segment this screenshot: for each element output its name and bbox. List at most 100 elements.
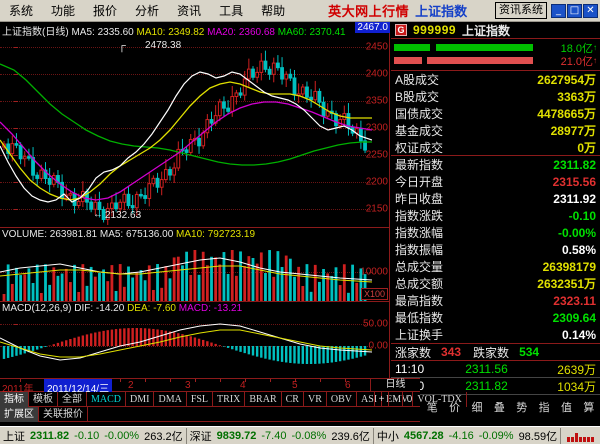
quote-row-6: 今日开盘 2315.56 (391, 173, 600, 190)
indicator-button-obv[interactable]: OBV (327, 391, 357, 407)
dif-value: -14.20 (95, 303, 125, 314)
menu-item-system[interactable]: 系统 (9, 3, 34, 18)
quote-row-9: 指数涨幅 -0.00% (391, 224, 600, 241)
menu-item-news[interactable]: 资讯 (177, 3, 202, 18)
indicator-button-dmi[interactable]: DMI (126, 391, 155, 407)
indicator-button-trix[interactable]: TRIX (213, 391, 246, 407)
quote-row-value-0: 2627954万 (537, 73, 596, 87)
extension-button-1[interactable]: 关联报价 (39, 406, 88, 422)
indicator-button-vr[interactable]: VR (304, 391, 327, 407)
status-group-shenzhen[interactable]: 深证 9839.72 -7.40 -0.08% 239.6亿 (187, 427, 374, 444)
right-function-button-5[interactable]: 指 (538, 402, 550, 414)
indicator-button-cr[interactable]: CR (282, 391, 304, 407)
macd-pane[interactable]: MACD(12,26,9) DIF: -14.20 DEA: -7.60 MAC… (0, 302, 390, 378)
status-value-0: 2311.82 (30, 429, 70, 442)
sell-arrow-icon: ↑ (593, 56, 597, 65)
low-annotation-arrow: ← (93, 209, 103, 220)
minimize-icon[interactable]: _ (551, 3, 566, 18)
indicator-button--[interactable]: 全部 (58, 391, 87, 407)
zoom-in-button[interactable]: + (374, 392, 388, 407)
right-function-button-1[interactable]: 价 (449, 402, 461, 414)
right-function-button-2[interactable]: 细 (471, 402, 483, 414)
reset-zoom-button[interactable]: 0 (402, 392, 416, 407)
menu-item-analysis[interactable]: 分析 (135, 3, 160, 18)
right-function-button-4[interactable]: 势 (516, 402, 528, 414)
close-icon[interactable]: ✕ (583, 3, 598, 18)
indicator-button-fsl[interactable]: FSL (187, 391, 214, 407)
ma60-line (0, 63, 372, 166)
menu-item-quotes[interactable]: 报价 (93, 3, 118, 18)
quote-row-label-8: 指数涨跌 (395, 209, 444, 223)
quote-row-11: 总成交量 26398179 (391, 258, 600, 275)
tick-price-1: 2311.82 (465, 379, 508, 393)
decliners-value: 534 (519, 345, 540, 359)
indicator-button-brar[interactable]: BRAR (245, 391, 282, 407)
maximize-icon[interactable]: □ (567, 3, 582, 18)
sell-bar-track (394, 57, 533, 64)
indicator-button-vol-tdx[interactable]: VOL-TDX (413, 391, 467, 407)
indicator-button-macd[interactable]: MACD (87, 391, 127, 407)
news-system-button[interactable]: 资讯系统 (495, 2, 547, 19)
menu-item-function[interactable]: 功能 (51, 3, 76, 18)
indicator-button-asi[interactable]: ASI (357, 391, 383, 407)
quote-row-value-11: 26398179 (542, 259, 596, 274)
ma10-value: 2349.82 (168, 27, 205, 38)
right-function-button-0[interactable]: 笔 (426, 402, 438, 414)
macd-axis-tick-0: 50.00 (362, 318, 388, 330)
indicator-button--[interactable]: 模板 (29, 391, 58, 407)
status-change-2: -4.16 (448, 429, 474, 442)
right-function-button-7[interactable]: 算 (583, 402, 595, 414)
quote-code: 999999 (413, 23, 457, 37)
quote-row-14: 最低指数 2309.64 (391, 309, 600, 326)
quote-row-10: 指数振幅 0.58% (391, 241, 600, 258)
quote-row-4: 权证成交 0万 (391, 139, 600, 156)
chart-low-annotation: 2132.63 (105, 210, 142, 221)
chart-area[interactable]: 上证指数(日线) MA5: 2335.60 MA10: 2349.82 MA20… (0, 22, 390, 378)
volume-label: VOLUME: (2, 229, 48, 240)
price-pane-title: 上证指数(日线) (2, 27, 69, 38)
right-function-button-3[interactable]: 叠 (493, 402, 505, 414)
period-label[interactable]: 日线 (370, 378, 420, 392)
quote-row-3: 基金成交 28977万 (391, 122, 600, 139)
date-axis-year: 2011年 (2, 384, 34, 395)
menu-item-help[interactable]: 帮助 (261, 3, 286, 18)
quote-row-value-3: 28977万 (550, 124, 596, 138)
zoom-out-button[interactable]: - (388, 392, 402, 407)
menu-bar: 系统 功能 报价 分析 资讯 工具 帮助 英大网上行情 上证指数 资讯系统 _ … (0, 0, 600, 22)
volume-pane[interactable]: VOLUME: 263981.81 MA5: 675136.00 MA10: 7… (0, 228, 390, 302)
sell-volume-value: 21.0亿 (560, 55, 593, 68)
price-pane[interactable]: 上证指数(日线) MA5: 2335.60 MA10: 2349.82 MA20… (0, 22, 390, 228)
quote-row-value-10: 0.58% (561, 242, 596, 257)
ma10-line (0, 81, 372, 201)
price-axis-tick-5: 2200 (365, 176, 388, 188)
decliners-label: 跌家数 (473, 345, 510, 360)
extension-button-0[interactable]: 扩展区 (0, 406, 39, 422)
price-axis-tick-0: 2450 (365, 41, 388, 53)
indicator-button--[interactable]: 指标 (0, 391, 29, 407)
indicator-zoom-controls[interactable]: + - 0 (374, 392, 416, 407)
buy-bar-track (394, 44, 533, 51)
indicator-toolbar[interactable]: 指标 模板 全部 MACD DMI DMA FSL TRIX BRAR CR VR OBV ASI EMV… (0, 391, 467, 407)
volume-pane-header: VOLUME: 263981.81 MA5: 675136.00 MA10: 7… (2, 229, 255, 240)
quote-row-5: 最新指数 2311.82 (391, 156, 600, 173)
status-group-shanghai[interactable]: 上证 2311.82 -0.10 -0.00% 263.2亿 (0, 427, 187, 444)
right-function-buttons[interactable]: 笔价细叠势指值算 (421, 392, 600, 422)
brand-label: 英大网上行情 (328, 4, 410, 19)
extension-toolbar[interactable]: 扩展区 关联报价 (0, 406, 420, 422)
volume-value: 263981.81 (49, 229, 98, 240)
advancers-value: 343 (441, 345, 462, 359)
quote-row-label-4: 权证成交 (395, 140, 444, 155)
date-cursor-badge: 2011/12/14/三 (44, 379, 113, 396)
ma60-label: MA60: (277, 27, 307, 38)
dif-label: DIF: (74, 303, 94, 314)
indicator-button-dma[interactable]: DMA (154, 391, 187, 407)
candlestick-chart (0, 50, 372, 225)
high-annotation-arrow: ┌ (118, 40, 126, 52)
right-function-button-6[interactable]: 值 (560, 402, 572, 414)
price-axis-tick-3: 2300 (365, 122, 388, 134)
date-axis[interactable]: 2011年 2011/12/14/三 2 3 4 5 6 (0, 378, 420, 396)
menu-item-tools[interactable]: 工具 (219, 3, 244, 18)
indicator-button-emv[interactable]: EMV (382, 391, 414, 407)
price-pane-header: 上证指数(日线) MA5: 2335.60 MA10: 2349.82 MA20… (2, 23, 346, 38)
status-group-sme[interactable]: 中小 4567.28 -4.16 -0.09% 98.59亿 (374, 427, 562, 444)
